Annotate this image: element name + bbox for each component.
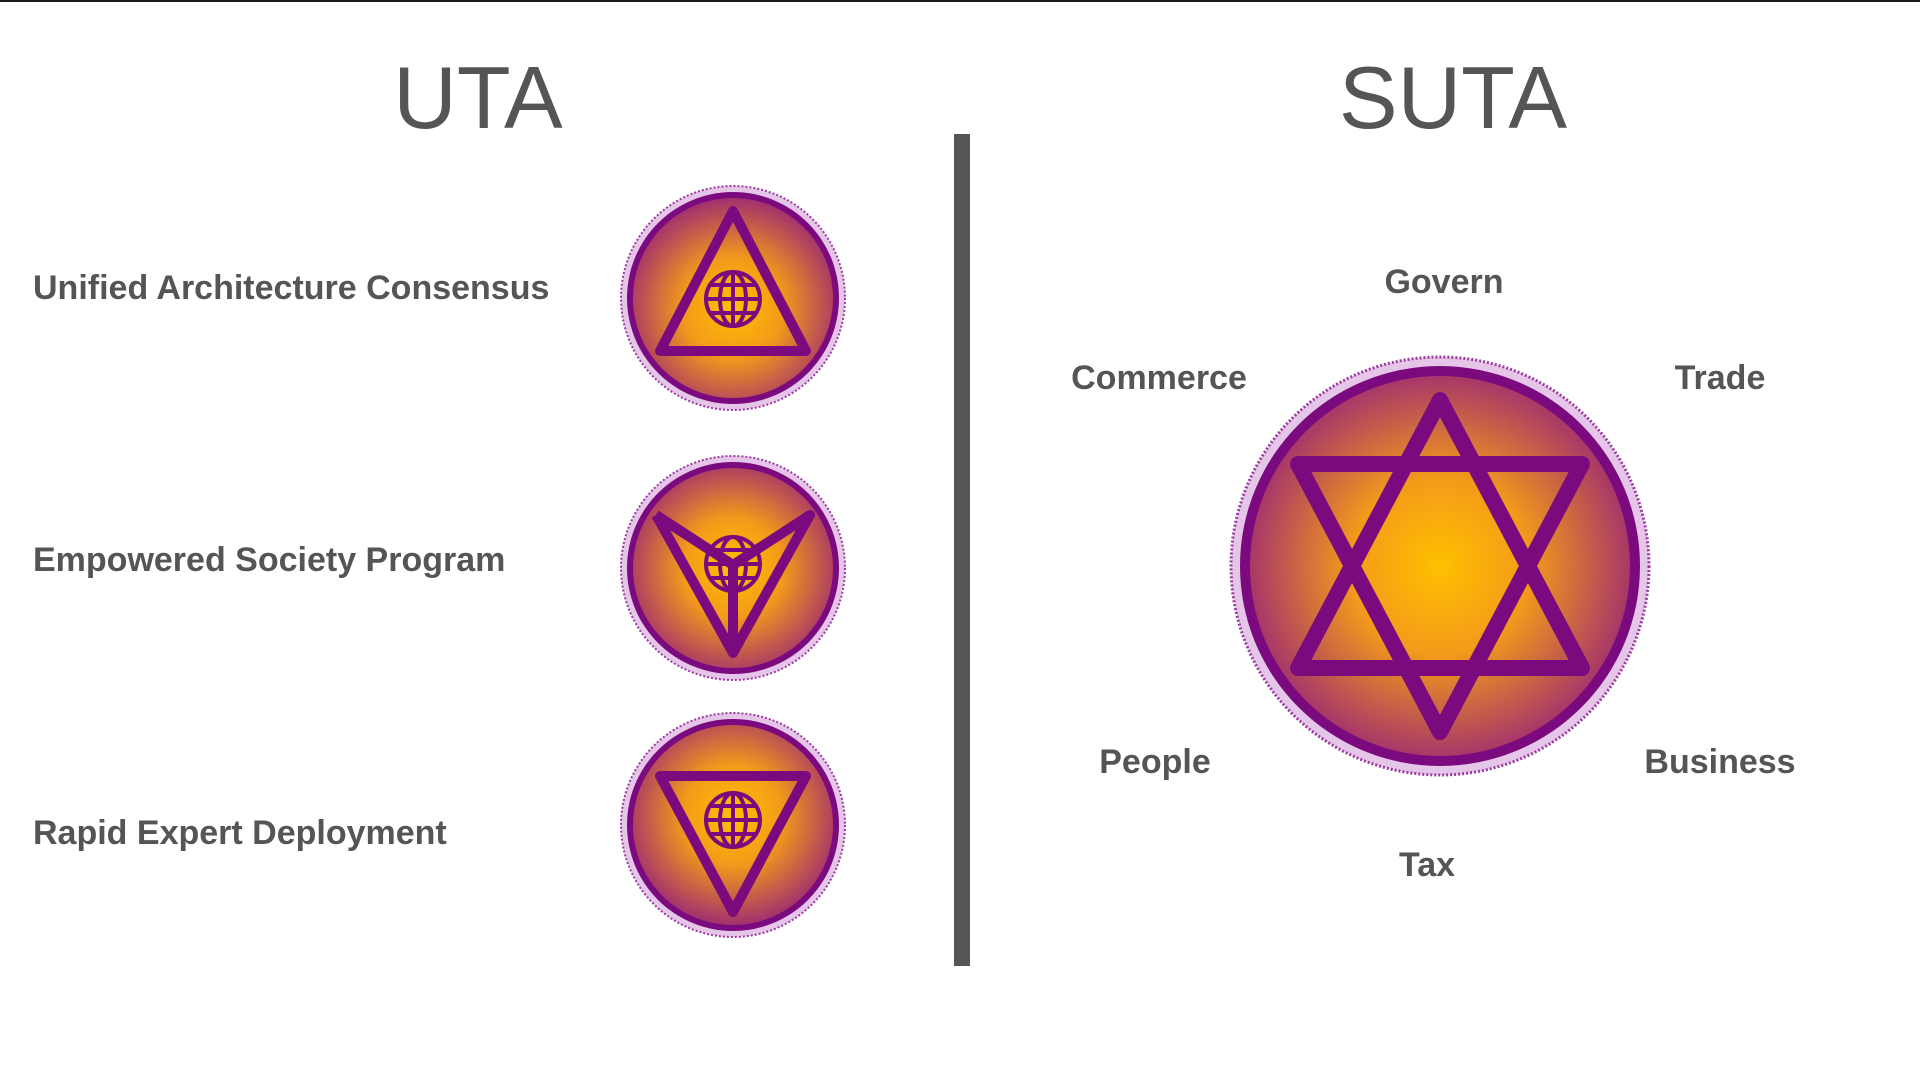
label-people: People (1099, 743, 1211, 781)
inverted-triangle-globe-icon (620, 712, 846, 938)
label-govern: Govern (1384, 263, 1504, 301)
triangle-globe-icon (620, 185, 846, 411)
label-unified-architecture-consensus: Unified Architecture Consensus (33, 269, 550, 307)
chevron-globe-icon (620, 455, 846, 681)
top-border (0, 0, 1920, 2)
label-commerce: Commerce (1071, 359, 1247, 397)
label-tax: Tax (1398, 846, 1456, 884)
label-rapid-expert-deployment: Rapid Expert Deployment (33, 814, 447, 852)
label-business: Business (1644, 743, 1796, 781)
label-trade: Trade (1674, 359, 1766, 397)
label-empowered-society-program: Empowered Society Program (33, 541, 506, 579)
section-divider (954, 134, 970, 966)
uta-title: UTA (393, 48, 563, 147)
hexagram-icon (1229, 355, 1651, 777)
suta-title: SUTA (1338, 48, 1568, 147)
